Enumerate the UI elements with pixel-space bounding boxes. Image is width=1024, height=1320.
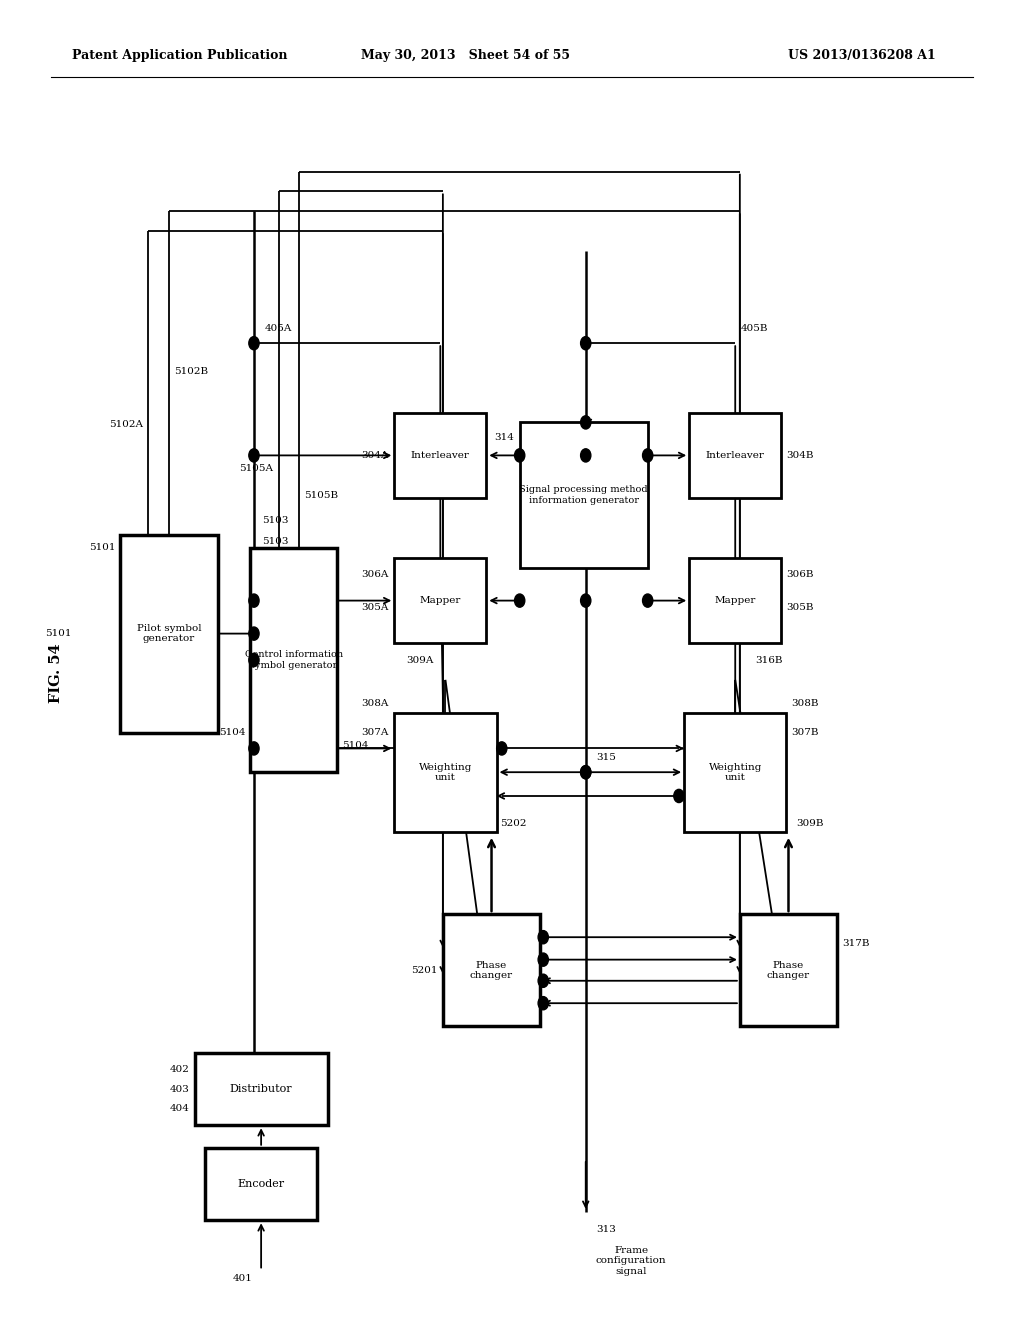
- Text: 314: 314: [495, 433, 514, 442]
- Text: 5101: 5101: [89, 544, 115, 552]
- FancyBboxPatch shape: [442, 913, 541, 1027]
- Text: 305A: 305A: [361, 603, 389, 611]
- Text: Pilot symbol
generator: Pilot symbol generator: [136, 624, 202, 643]
- Text: 306B: 306B: [786, 570, 814, 578]
- Text: 5101: 5101: [45, 630, 72, 638]
- FancyBboxPatch shape: [205, 1147, 317, 1220]
- Circle shape: [249, 337, 259, 350]
- Circle shape: [581, 594, 591, 607]
- Circle shape: [581, 416, 591, 429]
- FancyBboxPatch shape: [250, 548, 337, 772]
- Text: 401: 401: [233, 1274, 253, 1283]
- Circle shape: [643, 594, 653, 607]
- Text: FIG. 54: FIG. 54: [49, 643, 63, 704]
- Text: Mapper: Mapper: [715, 597, 756, 605]
- Text: Interleaver: Interleaver: [411, 451, 470, 459]
- FancyBboxPatch shape: [519, 422, 647, 568]
- Text: 317B: 317B: [842, 940, 869, 948]
- Text: 309A: 309A: [406, 656, 433, 664]
- Text: 306A: 306A: [361, 570, 389, 578]
- Text: Signal processing method
information generator: Signal processing method information gen…: [519, 486, 648, 504]
- Circle shape: [539, 997, 549, 1010]
- FancyBboxPatch shape: [739, 913, 838, 1027]
- Text: 5104: 5104: [342, 742, 369, 750]
- Text: 5105A: 5105A: [240, 465, 273, 473]
- Circle shape: [514, 449, 524, 462]
- Text: 404: 404: [170, 1105, 189, 1113]
- Text: 403: 403: [170, 1085, 189, 1093]
- Text: 308A: 308A: [361, 700, 389, 708]
- Text: 5202: 5202: [500, 820, 526, 829]
- Circle shape: [581, 449, 591, 462]
- Text: 5103: 5103: [262, 516, 289, 524]
- Circle shape: [539, 931, 549, 944]
- Text: Control information
symbol generator: Control information symbol generator: [245, 651, 343, 669]
- Circle shape: [514, 594, 524, 607]
- FancyBboxPatch shape: [195, 1053, 328, 1125]
- Text: Weighting
unit: Weighting unit: [419, 763, 472, 781]
- Text: Distributor: Distributor: [229, 1084, 293, 1094]
- Circle shape: [497, 742, 507, 755]
- Text: Mapper: Mapper: [420, 597, 461, 605]
- Text: 5201: 5201: [412, 966, 438, 974]
- Text: Frame
configuration
signal: Frame configuration signal: [596, 1246, 667, 1276]
- Text: 402: 402: [170, 1065, 189, 1073]
- FancyBboxPatch shape: [689, 412, 781, 498]
- Text: US 2013/0136208 A1: US 2013/0136208 A1: [788, 49, 936, 62]
- FancyBboxPatch shape: [689, 557, 781, 643]
- Circle shape: [581, 766, 591, 779]
- Text: 5105B: 5105B: [304, 491, 338, 499]
- Circle shape: [581, 766, 591, 779]
- Text: 316B: 316B: [756, 656, 783, 664]
- Text: May 30, 2013   Sheet 54 of 55: May 30, 2013 Sheet 54 of 55: [361, 49, 570, 62]
- Text: 5102A: 5102A: [110, 420, 143, 429]
- Text: Phase
changer: Phase changer: [470, 961, 513, 979]
- Text: 315: 315: [596, 752, 615, 762]
- Text: Interleaver: Interleaver: [706, 451, 765, 459]
- Text: 304A: 304A: [361, 451, 389, 459]
- Text: 307B: 307B: [792, 729, 819, 737]
- Text: 305B: 305B: [786, 603, 814, 611]
- Circle shape: [581, 337, 591, 350]
- FancyBboxPatch shape: [684, 713, 786, 832]
- Text: Patent Application Publication: Patent Application Publication: [72, 49, 287, 62]
- Text: 5102B: 5102B: [174, 367, 208, 376]
- Text: 5103: 5103: [262, 537, 289, 545]
- Text: Phase
changer: Phase changer: [767, 961, 810, 979]
- Text: 313: 313: [596, 1225, 615, 1234]
- FancyBboxPatch shape: [394, 713, 497, 832]
- Text: 308B: 308B: [792, 700, 819, 708]
- Circle shape: [249, 449, 259, 462]
- Circle shape: [249, 742, 259, 755]
- Text: Weighting
unit: Weighting unit: [709, 763, 762, 781]
- FancyBboxPatch shape: [394, 557, 486, 643]
- Text: 304B: 304B: [786, 451, 814, 459]
- Text: 307A: 307A: [361, 729, 389, 737]
- Text: 309B: 309B: [797, 820, 824, 829]
- Text: Encoder: Encoder: [238, 1179, 285, 1189]
- Text: 405B: 405B: [740, 323, 768, 333]
- Text: 405A: 405A: [264, 323, 292, 333]
- Circle shape: [643, 449, 653, 462]
- FancyBboxPatch shape: [394, 412, 486, 498]
- Text: 5104: 5104: [219, 729, 245, 737]
- FancyBboxPatch shape: [121, 535, 218, 733]
- Circle shape: [249, 627, 259, 640]
- Circle shape: [674, 789, 684, 803]
- Circle shape: [539, 953, 549, 966]
- Circle shape: [249, 594, 259, 607]
- Circle shape: [249, 653, 259, 667]
- Circle shape: [539, 974, 549, 987]
